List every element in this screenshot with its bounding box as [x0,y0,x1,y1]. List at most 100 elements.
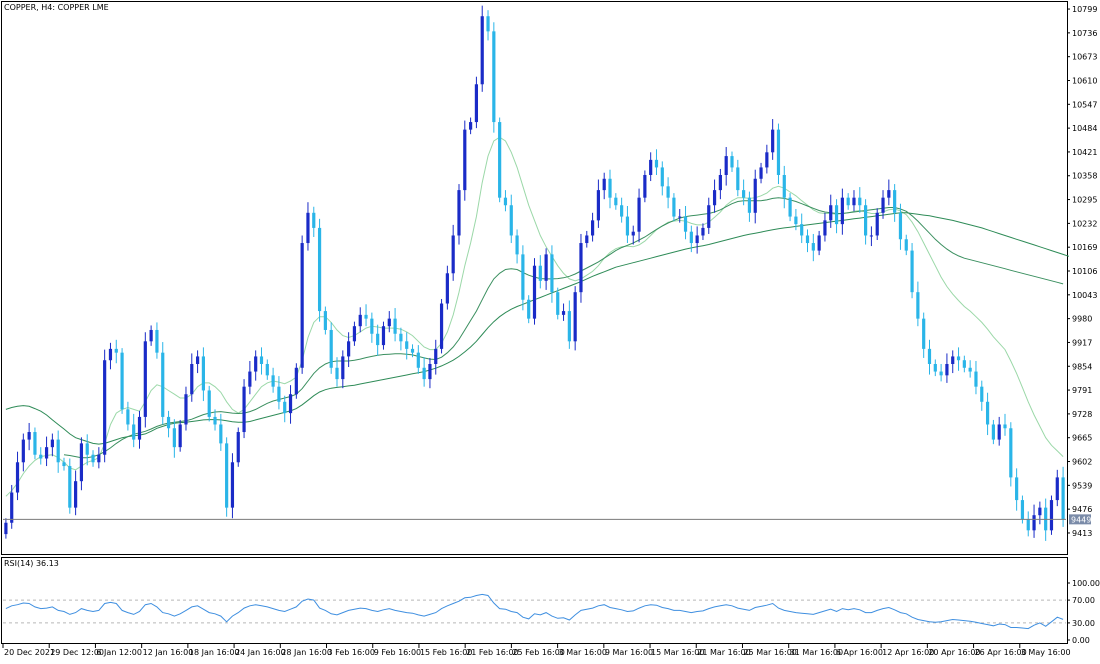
candle [457,184,461,245]
candle-body [463,129,467,191]
candle-body [625,216,630,236]
candle-body [788,197,792,217]
candle [50,433,54,457]
price-tick-label: 9602 [1072,458,1092,467]
candle [1026,511,1030,537]
price-tick-label: 9854 [1072,362,1092,371]
candle [56,430,60,473]
candle-body [834,205,839,225]
candle-body [254,356,258,372]
candle-body [405,341,409,349]
candle [306,202,310,251]
price-tick-label: 9980 [1072,315,1092,324]
candle-body [172,428,176,448]
candle [294,363,298,399]
price-tick-label: 10673 [1072,53,1097,62]
candle [277,376,281,410]
candle-body [161,352,165,417]
candle [143,332,147,428]
candle-body [1009,428,1013,478]
candle [788,193,792,222]
candle-body [596,190,600,221]
candle-body [922,318,926,349]
candle [416,345,420,374]
candle-body [225,443,229,508]
candle-body [666,186,670,198]
candle-body [585,235,589,244]
time-tick-label: 3 May 16:00 [1021,648,1071,657]
candle [242,379,246,439]
candle-body [108,348,113,361]
candle [817,230,821,256]
price-tick-label: 9728 [1072,410,1092,419]
candle-body [300,243,304,368]
candle [561,303,566,321]
time-tick-label: 21 Mar 16:00 [697,648,750,657]
candle-body [265,363,269,376]
candle [712,179,717,213]
candle [736,159,740,197]
candle [724,147,728,186]
candle [201,347,205,402]
candle [800,213,804,244]
candle-body [521,254,525,300]
candle-body [480,16,484,85]
candle [410,344,415,358]
candle-body [323,311,327,330]
candle [910,243,914,299]
candles [4,5,1065,541]
candle-body [1032,515,1036,531]
candle [103,349,107,463]
candle-body [864,205,868,236]
candle-body [637,197,641,232]
candle [1009,422,1013,487]
candle [137,410,142,449]
price-tick-label: 10736 [1072,29,1097,38]
rsi-tick-label: 0.00 [1072,636,1090,645]
chart-title: COPPER, H4: COPPER LME [4,3,109,12]
candle [759,162,763,184]
candle [951,350,955,374]
candle-body [556,292,560,315]
candle-body [590,220,595,236]
candle [300,235,304,374]
candle-body [712,190,717,206]
candle-body [991,424,995,440]
candle [904,234,908,256]
candle [927,339,932,375]
candle [480,5,484,92]
candle [161,342,165,425]
candle [939,363,943,382]
candle-body [532,265,537,319]
candle [27,422,31,451]
price-tick-label: 9917 [1072,338,1092,347]
candle-body [701,227,705,236]
candle-body [149,329,153,342]
candle [62,457,66,471]
candle-body [103,360,107,455]
candle-body [660,167,664,187]
candle [660,161,664,196]
candle-body [695,235,699,244]
candle-body [567,311,571,342]
rsi-tick-label: 30.00 [1072,619,1095,628]
candle-body [236,432,240,463]
candle-body [190,363,194,395]
time-tick-label: 6 Jan 12:00 [96,648,142,657]
price-tick-label: 10169 [1072,243,1097,252]
candle [428,357,432,389]
candle-body [550,254,554,293]
candle-body [230,462,235,508]
candle [1061,466,1065,527]
candle-body [527,299,531,319]
candle-body [44,447,49,459]
candle-body [428,363,432,380]
candle [44,436,49,467]
candle [747,191,752,222]
candle-body [492,31,496,123]
candle-body [474,84,479,123]
candle-body [643,174,647,198]
